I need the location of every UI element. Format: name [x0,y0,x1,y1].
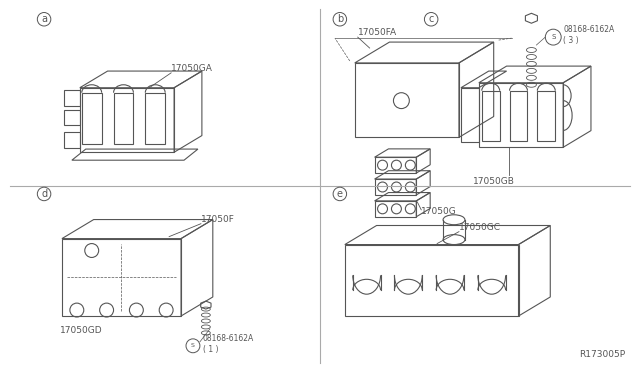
Text: S: S [191,343,195,348]
Text: e: e [337,189,343,199]
Text: b: b [337,14,343,24]
Text: 17050GD: 17050GD [60,326,102,335]
Text: R173005P: R173005P [580,350,626,359]
Text: d: d [41,189,47,199]
Text: 17050F: 17050F [201,215,235,224]
Text: 17050GC: 17050GC [459,223,501,232]
Text: 17050FA: 17050FA [358,28,397,37]
Text: 17050GB: 17050GB [473,177,515,186]
Text: 08168-6162A
( 1 ): 08168-6162A ( 1 ) [203,334,254,353]
Text: S: S [551,34,556,40]
Text: a: a [41,14,47,24]
Text: 17050GA: 17050GA [171,64,213,73]
Text: 17050G: 17050G [421,207,457,216]
Text: c: c [428,14,434,24]
Text: 08168-6162A
( 3 ): 08168-6162A ( 3 ) [563,25,614,45]
